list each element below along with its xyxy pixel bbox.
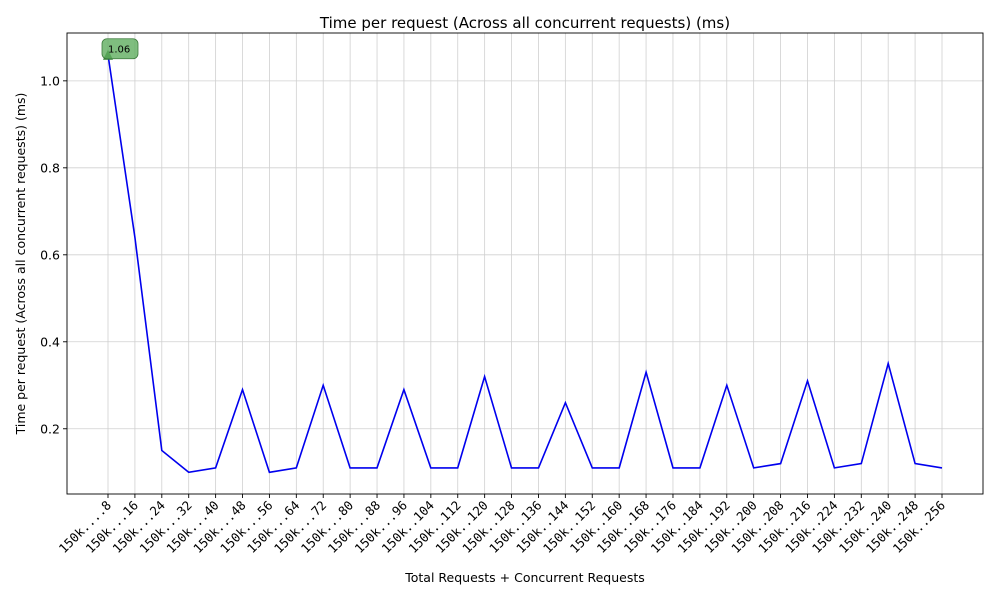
grid-layer (67, 33, 983, 494)
series-layer (107, 54, 943, 474)
y-tick-label: 0.2 (40, 421, 60, 436)
y-tick-label: 0.8 (40, 160, 60, 175)
y-axis-label: Time per request (Across all concurrent … (13, 93, 28, 436)
x-axis: 150k....8150k...16150k...24150k...32150k… (56, 494, 948, 556)
y-tick-label: 0.6 (40, 247, 60, 262)
y-tick-label: 1.0 (40, 73, 60, 88)
y-tick-label: 0.4 (40, 334, 60, 349)
annotation-box (101, 38, 139, 60)
y-axis: 0.2 0.4 0.6 0.8 1.0 (40, 73, 67, 436)
plot-frame (66, 32, 984, 495)
series-line (107, 54, 943, 474)
x-axis-label: Total Requests + Concurrent Requests (404, 570, 645, 585)
chart-title: Time per request (Across all concurrent … (319, 14, 730, 32)
annotation-label: 1.06 (108, 45, 130, 56)
annotation-layer: 1.06 (101, 38, 139, 60)
